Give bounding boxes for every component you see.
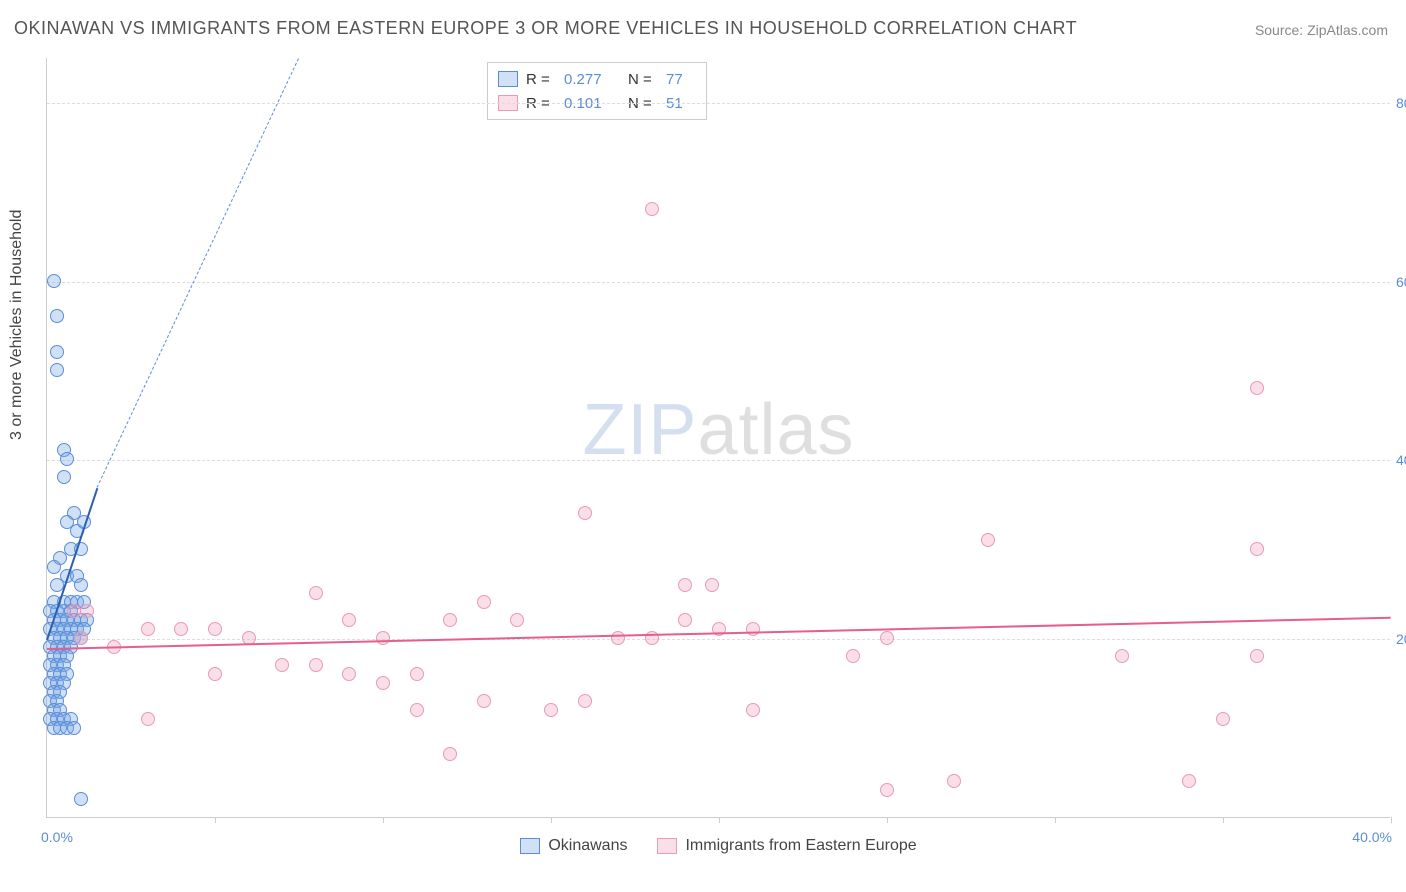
legend-stats: R =0.277N =77R =0.101N =51 [487, 62, 707, 120]
data-point [141, 622, 155, 636]
watermark-prefix: ZIP [582, 389, 697, 469]
trend-line-ext [97, 58, 300, 488]
y-axis-label: 3 or more Vehicles in Household [8, 210, 26, 440]
data-point [746, 622, 760, 636]
data-point [477, 595, 491, 609]
data-point [141, 712, 155, 726]
x-tick-mark [383, 817, 384, 823]
data-point [342, 613, 356, 627]
data-point [1182, 774, 1196, 788]
data-point [1250, 381, 1264, 395]
data-point [846, 649, 860, 663]
data-point [477, 694, 491, 708]
grid-line-h [47, 103, 1390, 104]
x-tick-mark [887, 817, 888, 823]
legend-swatch [657, 838, 677, 854]
data-point [74, 792, 88, 806]
data-point [74, 631, 88, 645]
data-point [376, 631, 390, 645]
data-point [443, 747, 457, 761]
data-point [645, 202, 659, 216]
data-point [50, 309, 64, 323]
data-point [1115, 649, 1129, 663]
data-point [578, 694, 592, 708]
data-point [880, 631, 894, 645]
data-point [67, 721, 81, 735]
legend-n-value: 77 [666, 71, 696, 88]
data-point [309, 658, 323, 672]
legend-swatch [520, 838, 540, 854]
x-tick-mark [1391, 817, 1392, 823]
chart-title: OKINAWAN VS IMMIGRANTS FROM EASTERN EURO… [14, 18, 1077, 39]
legend-swatch [498, 71, 518, 87]
watermark-suffix: atlas [697, 389, 854, 469]
data-point [410, 703, 424, 717]
data-point [74, 578, 88, 592]
data-point [50, 363, 64, 377]
data-point [410, 667, 424, 681]
data-point [57, 470, 71, 484]
data-point [208, 622, 222, 636]
data-point [342, 667, 356, 681]
legend-n-label: N = [628, 71, 658, 88]
data-point [80, 604, 94, 618]
data-point [746, 703, 760, 717]
data-point [611, 631, 625, 645]
legend-series-item: Okinawans [520, 837, 627, 855]
y-tick-label: 60.0% [1396, 274, 1406, 290]
data-point [544, 703, 558, 717]
data-point [1216, 712, 1230, 726]
x-tick-min: 0.0% [41, 829, 73, 845]
watermark: ZIPatlas [582, 388, 854, 470]
data-point [174, 622, 188, 636]
data-point [510, 613, 524, 627]
data-point [705, 578, 719, 592]
legend-series: Okinawans Immigrants from Eastern Europe [47, 837, 1390, 855]
legend-stats-row: R = 0.277 N = 77 [498, 67, 696, 91]
data-point [1250, 649, 1264, 663]
data-point [981, 533, 995, 547]
grid-line-h [47, 460, 1390, 461]
grid-line-h [47, 282, 1390, 283]
data-point [275, 658, 289, 672]
data-point [67, 604, 81, 618]
data-point [678, 578, 692, 592]
legend-r-label: R = [526, 71, 556, 88]
x-tick-mark [1223, 817, 1224, 823]
data-point [678, 613, 692, 627]
y-tick-label: 40.0% [1396, 452, 1406, 468]
legend-series-label: Okinawans [548, 837, 627, 855]
data-point [376, 676, 390, 690]
x-tick-mark [719, 817, 720, 823]
data-point [208, 667, 222, 681]
x-tick-mark [215, 817, 216, 823]
x-tick-mark [551, 817, 552, 823]
data-point [50, 345, 64, 359]
y-tick-label: 20.0% [1396, 631, 1406, 647]
data-point [60, 452, 74, 466]
data-point [880, 783, 894, 797]
source-label: Source: ZipAtlas.com [1255, 22, 1388, 38]
y-tick-label: 80.0% [1396, 95, 1406, 111]
legend-series-item: Immigrants from Eastern Europe [657, 837, 916, 855]
data-point [47, 560, 61, 574]
data-point [1250, 542, 1264, 556]
plot-area: ZIPatlas R =0.277N =77R =0.101N =51 Okin… [46, 58, 1390, 818]
data-point [578, 506, 592, 520]
data-point [443, 613, 457, 627]
x-tick-max: 40.0% [1352, 829, 1392, 845]
data-point [309, 586, 323, 600]
data-point [947, 774, 961, 788]
x-tick-mark [1055, 817, 1056, 823]
legend-r-value: 0.277 [564, 71, 620, 88]
legend-series-label: Immigrants from Eastern Europe [685, 837, 916, 855]
data-point [47, 274, 61, 288]
